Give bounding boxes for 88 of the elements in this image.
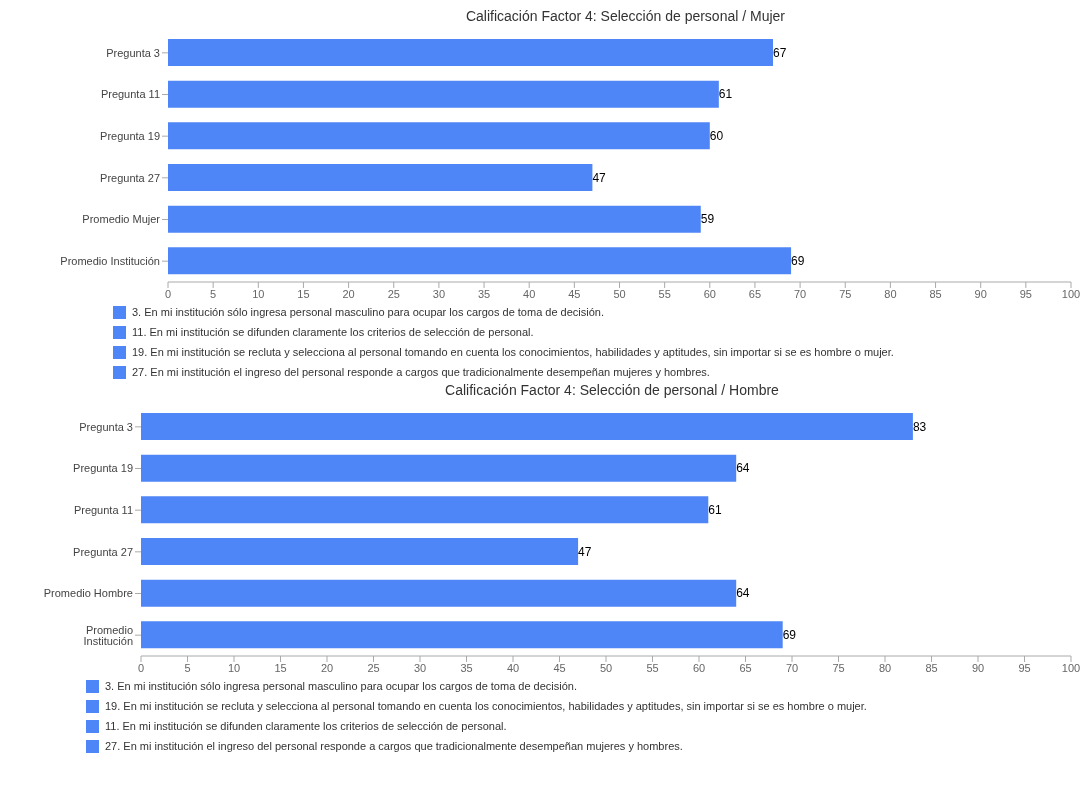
x-tick-label: 5 (184, 661, 191, 674)
bar (141, 621, 783, 649)
data-label: 64 (736, 586, 750, 601)
x-tick-label: 40 (506, 661, 520, 674)
text: 19. En mi institución se recluta y selecciona al personal tomando en cuenta los conocimientos, habilidades y aptitudes, sin importar si se es hombre o mujer. (132, 346, 894, 358)
bar (168, 247, 792, 275)
x-tick-label: 90 (974, 287, 987, 300)
data-label: 59 (700, 212, 715, 227)
x-tick-label: 55 (646, 661, 659, 674)
bar (141, 413, 913, 440)
x-tick-label: 65 (739, 661, 752, 674)
bar (168, 164, 593, 191)
x-tick-label: 15 (274, 661, 287, 674)
data-label: 69 (782, 628, 797, 643)
x-tick-label: 50 (613, 287, 626, 300)
x-tick-label: 20 (320, 661, 334, 674)
x-tick-label: 80 (884, 287, 897, 300)
x-tick-label: 15 (297, 287, 310, 300)
x-tick-label: 45 (553, 661, 566, 674)
x-tick-label: 30 (432, 287, 446, 300)
y-tick-label: Pregunta 11 (73, 504, 133, 517)
x-tick-label: 25 (387, 287, 400, 300)
y-tick-label: Pregunta 19 (73, 462, 133, 475)
chart-title: Calificación Factor 4: Selección de personal / Hombre (444, 382, 780, 400)
y-tick-label: Promedio Institución (60, 255, 160, 268)
y-tick-label: Pregunta 3 (106, 46, 160, 59)
y-tick-label: Promedio Mujer (82, 213, 161, 226)
data-label: 47 (578, 544, 592, 559)
x-tick-label: 60 (703, 287, 716, 300)
x-tick-label: 85 (925, 661, 938, 674)
data-label: 64 (736, 461, 750, 476)
text: 27. En mi institución el ingreso del personal responde a cargos que tradicionalmente desempeñan mujeres y hombres. (132, 366, 710, 378)
x-tick-label: 10 (227, 661, 241, 674)
text: 3. En mi institución sólo ingresa personal masculino para ocupar los cargos de toma de decisión. (132, 306, 605, 318)
x-tick-label: 0 (137, 661, 145, 674)
text: 11. En mi institución se difunden claramente los criterios de selección de personal. (105, 720, 507, 732)
x-tick-label: 60 (692, 661, 706, 674)
x-tick-label: 50 (599, 661, 613, 674)
data-label: 83 (912, 419, 927, 434)
y-tick-label: Pregunta 11 (100, 88, 160, 101)
x-tick-label: 70 (793, 287, 807, 300)
data-label: 61 (708, 503, 722, 518)
bar (141, 538, 579, 565)
data-label: 67 (773, 45, 787, 60)
x-tick-label: 25 (367, 661, 380, 674)
x-tick-label: 40 (523, 287, 536, 300)
y-tick-label: Pregunta 27 (73, 545, 133, 558)
x-tick-label: 75 (832, 661, 845, 674)
x-tick-label: 90 (971, 661, 985, 674)
x-tick-label: 0 (164, 287, 172, 300)
y-tick-label: Pregunta 27 (100, 171, 160, 184)
x-tick-label: 95 (1019, 287, 1032, 300)
data-label: 47 (592, 170, 607, 185)
text: 27. En mi institución el ingreso del personal responde a cargos que tradicionalmente desempeñan mujeres y hombres. (105, 740, 683, 752)
data-label: 61 (718, 87, 733, 102)
bar (141, 454, 737, 482)
x-tick-label: 35 (460, 661, 473, 674)
x-tick-label: 80 (878, 661, 892, 674)
bar (168, 122, 710, 150)
y-tick-label: Promedio Institución (83, 623, 133, 647)
y-tick-label: Pregunta 19 (100, 130, 160, 143)
bar (168, 205, 701, 233)
x-tick-label: 55 (658, 287, 671, 300)
x-tick-label: 70 (785, 661, 799, 674)
x-tick-label: 95 (1018, 661, 1031, 674)
data-label: 69 (791, 254, 805, 269)
x-tick-label: 85 (929, 287, 942, 300)
x-tick-label: 100 (1061, 661, 1081, 674)
x-tick-label: 30 (413, 661, 427, 674)
chart-title: Calificación Factor 4: Selección de personal / Mujer (464, 8, 786, 26)
x-tick-label: 45 (568, 287, 581, 300)
x-tick-label: 75 (839, 287, 852, 300)
x-tick-label: 100 (1061, 287, 1081, 300)
x-tick-label: 20 (342, 287, 355, 300)
bar (168, 80, 719, 108)
x-tick-label: 10 (252, 287, 265, 300)
bar (168, 39, 774, 66)
y-tick-label: Pregunta 3 (79, 420, 133, 433)
data-label: 60 (709, 129, 724, 144)
text: 19. En mi institución se recluta y selecciona al personal tomando en cuenta los conocimientos, habilidades y aptitudes, sin importar si se es hombre o mujer. (105, 700, 867, 712)
text: 3. En mi institución sólo ingresa personal masculino para ocupar los cargos de toma de decisión. (105, 680, 578, 692)
y-tick-label: Promedio Hombre (43, 587, 133, 600)
text: 11. En mi institución se difunden claramente los criterios de selección de personal. (132, 326, 534, 338)
x-tick-label: 35 (477, 287, 491, 300)
x-tick-label: 65 (748, 287, 762, 300)
x-tick-label: 5 (210, 287, 217, 300)
bar (141, 496, 709, 524)
bar (141, 579, 737, 607)
